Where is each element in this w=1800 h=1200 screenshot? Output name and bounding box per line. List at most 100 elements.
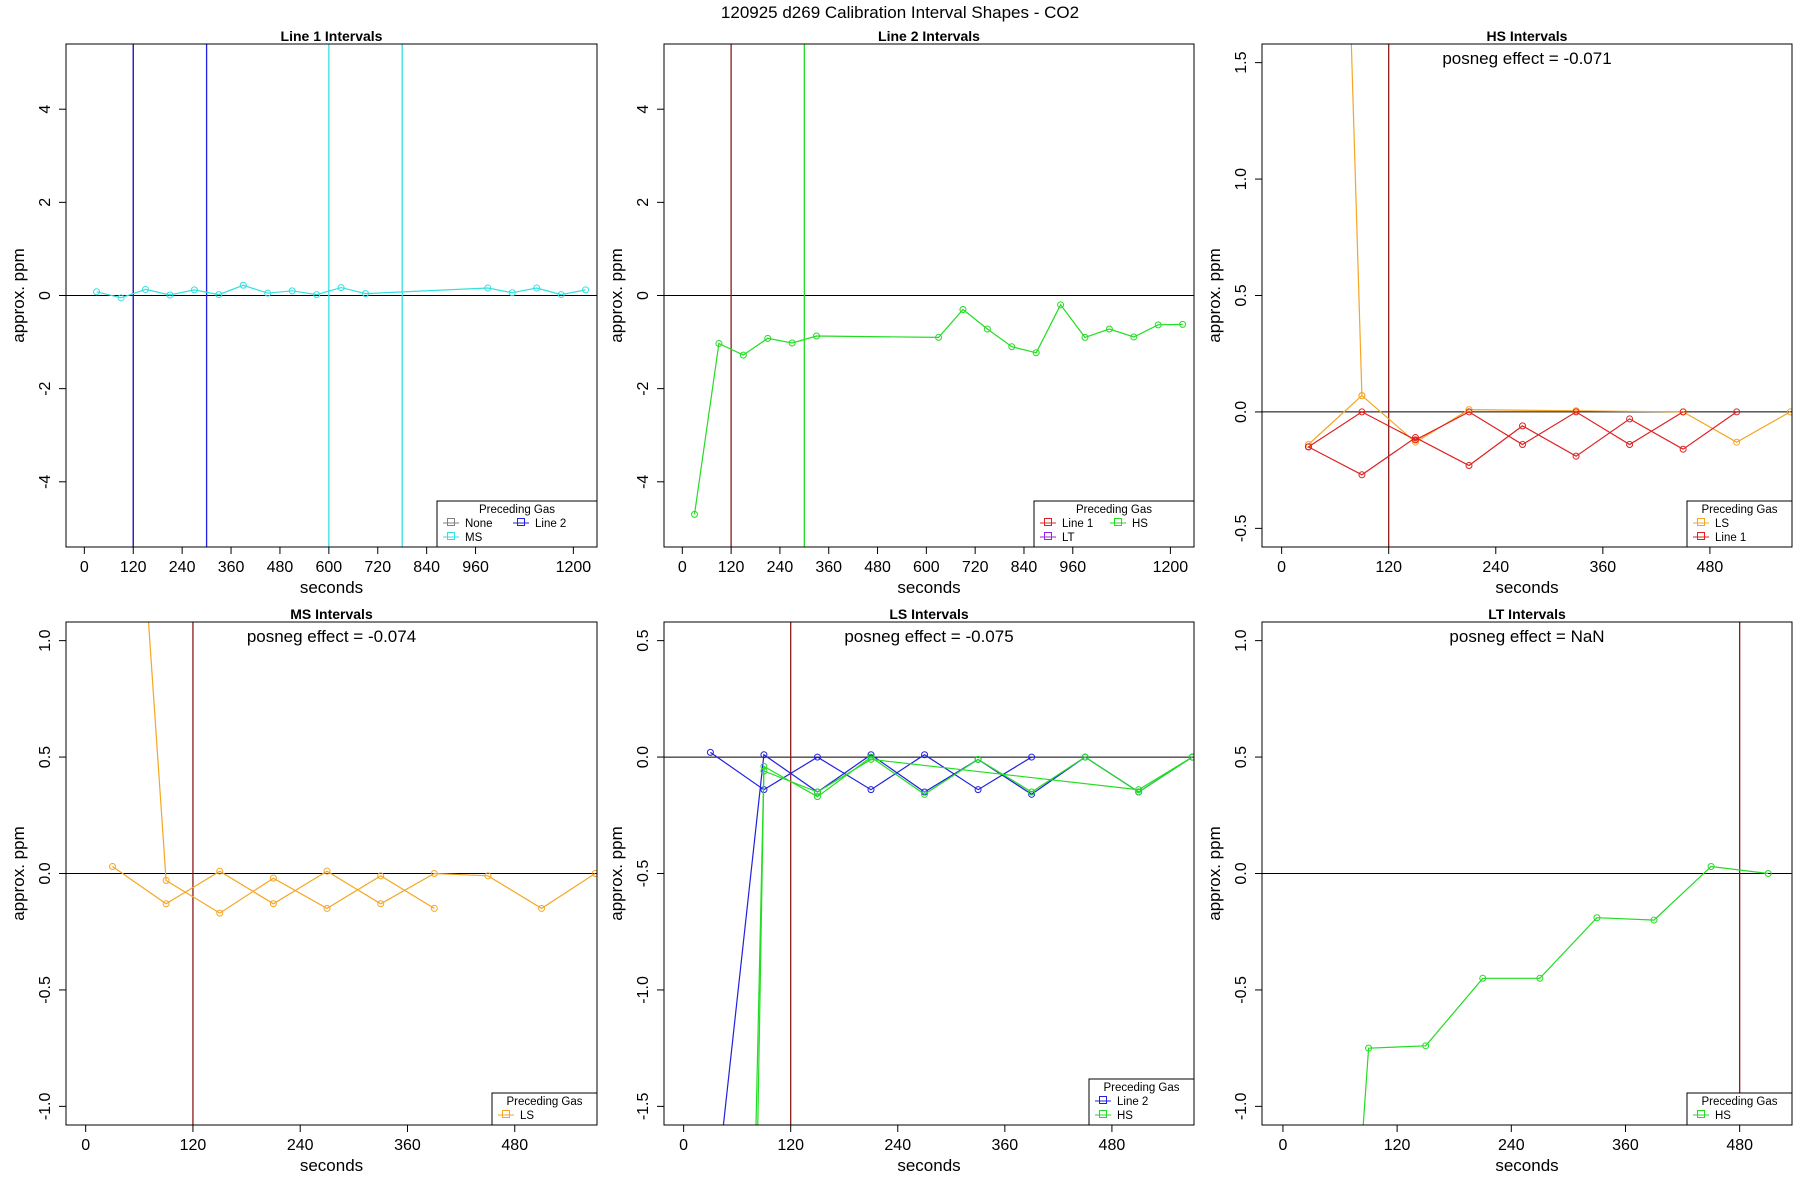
- data-point: [1135, 788, 1143, 796]
- y-tick-label: -1.0: [37, 1092, 54, 1120]
- x-tick-label: 1200: [556, 559, 592, 576]
- data-point: [755, 1127, 761, 1133]
- data-point: [813, 793, 821, 801]
- legend-entry-label: Line 1: [1062, 518, 1093, 530]
- data-point: [377, 900, 385, 908]
- plot-area: [66, 44, 597, 547]
- legend-entry-label: LS: [520, 1110, 534, 1122]
- legend-entry-label: LS: [1715, 518, 1729, 530]
- x-axis-label: seconds: [300, 1156, 363, 1175]
- plot-area: [1262, 622, 1792, 1125]
- x-tick-label: 600: [913, 559, 940, 576]
- data-point: [430, 870, 438, 877]
- data-point: [959, 305, 967, 313]
- data-point: [377, 872, 385, 880]
- data-point: [764, 334, 772, 342]
- data-point: [215, 291, 223, 299]
- x-tick-label: 360: [815, 559, 842, 576]
- legend-swatch-marker: [1099, 1096, 1107, 1104]
- posneg-annotation: posneg effect = -0.075: [844, 627, 1013, 646]
- posneg-annotation: posneg effect = NaN: [1449, 627, 1604, 646]
- data-point: [1465, 461, 1473, 469]
- legend-entry-label: HS: [1117, 1110, 1133, 1122]
- x-tick-label: 120: [1375, 559, 1402, 576]
- data-point: [1519, 441, 1527, 449]
- data-point: [1626, 415, 1634, 423]
- data-point: [1679, 408, 1687, 416]
- data-point: [538, 904, 546, 912]
- data-point: [557, 291, 565, 299]
- x-tick-label: 240: [767, 559, 794, 576]
- chart-panel-6: LT Intervals 0 120 240 360 480 seconds -1.0 -0.5…: [1205, 606, 1793, 1175]
- data-point: [582, 286, 590, 294]
- y-tick-label: 0: [37, 291, 54, 300]
- page-title: 120925 d269 Calibration Interval Shapes …: [721, 3, 1079, 22]
- data-point: [788, 339, 796, 347]
- y-tick-label: -1.0: [635, 976, 652, 1004]
- legend-entry-label: Line 2: [1117, 1096, 1148, 1108]
- chart-title: LT Intervals: [1488, 606, 1566, 622]
- data-point: [264, 289, 272, 297]
- x-tick-label: 240: [169, 559, 196, 576]
- data-point: [117, 294, 125, 302]
- legend-entry-label: Line 1: [1715, 532, 1746, 544]
- data-point: [1081, 753, 1089, 761]
- data-point: [323, 867, 331, 875]
- x-tick-label: 480: [1099, 1137, 1126, 1154]
- x-tick-label: 360: [1612, 1137, 1639, 1154]
- data-point: [430, 904, 438, 912]
- legend-swatch-marker: [447, 532, 455, 540]
- y-axis-label: approx. ppm: [607, 826, 626, 921]
- legend-entry-label: LT: [1062, 532, 1075, 544]
- data-point: [1422, 1042, 1430, 1050]
- data-point: [1465, 408, 1473, 416]
- y-tick-label: 0.0: [1233, 401, 1250, 423]
- posneg-annotation: posneg effect = -0.074: [247, 627, 416, 646]
- data-point: [239, 281, 247, 289]
- legend: Preceding Gas None MS Line 2: [436, 500, 598, 548]
- data-point: [93, 288, 101, 296]
- data-point: [1081, 333, 1089, 341]
- series-line-hs: [755, 756, 1193, 1125]
- data-point: [484, 872, 492, 880]
- y-tick-label: 1.5: [1233, 51, 1250, 73]
- series-line-ls: [1307, 394, 1791, 445]
- data-point: [1572, 408, 1580, 416]
- legend-swatch-marker: [1697, 532, 1705, 540]
- legend-entry-label: HS: [1132, 518, 1148, 530]
- chart-panel-4: MS Intervals 0 120 240 360 480 seconds -1.0 -0.5…: [9, 606, 598, 1175]
- series-line-ls: [1350, 44, 1363, 396]
- legend-title: Preceding Gas: [1103, 1082, 1179, 1094]
- x-tick-label: 240: [1498, 1137, 1525, 1154]
- legend-swatch-marker: [502, 1110, 510, 1118]
- data-point: [1130, 333, 1138, 341]
- y-tick-label: -0.5: [1233, 976, 1250, 1004]
- y-tick-label: -1.0: [1233, 1092, 1250, 1120]
- legend-title: Preceding Gas: [1701, 504, 1777, 516]
- legend-entry-label: Line 2: [535, 518, 566, 530]
- data-point: [921, 751, 929, 759]
- legend-title: Preceding Gas: [506, 1096, 582, 1108]
- chart-title: MS Intervals: [290, 606, 373, 622]
- series-line-hs: [757, 756, 1193, 1125]
- data-point: [1032, 349, 1040, 357]
- plot-area: [664, 44, 1194, 547]
- data-point: [1105, 325, 1113, 333]
- x-tick-label: 0: [679, 1137, 688, 1154]
- chart-title: Line 1 Intervals: [281, 28, 383, 44]
- y-tick-label: -0.5: [635, 860, 652, 888]
- data-point: [935, 333, 943, 341]
- x-tick-label: 120: [777, 1137, 804, 1154]
- data-point: [1348, 36, 1354, 42]
- data-point: [216, 867, 224, 875]
- data-point: [1028, 788, 1036, 796]
- data-point: [591, 870, 597, 877]
- chart-panel-3: HS Intervals 0 120 240 360 480 seconds -0.5 0.0 0…: [1205, 28, 1793, 597]
- data-point: [269, 874, 277, 882]
- data-point: [760, 751, 768, 759]
- legend-entry-label: MS: [465, 532, 483, 544]
- x-tick-label: 960: [1059, 559, 1086, 576]
- data-point: [720, 1127, 726, 1133]
